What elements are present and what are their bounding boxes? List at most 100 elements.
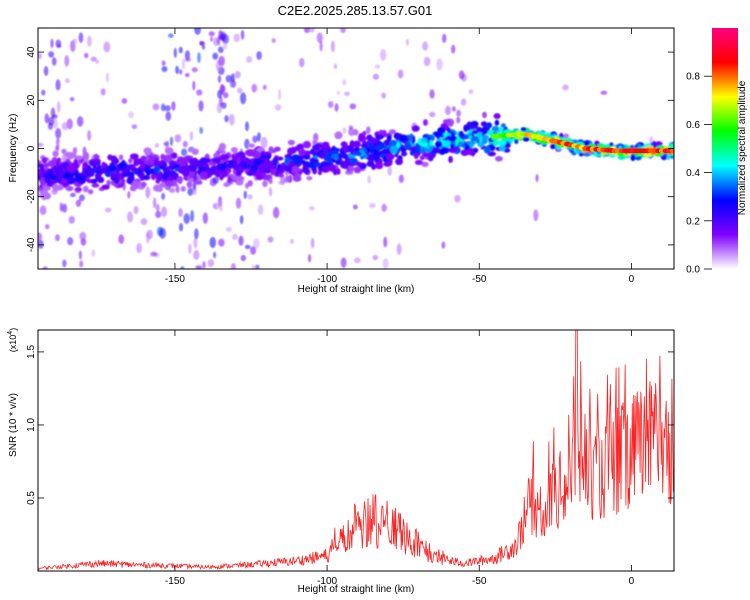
figure-title: C2E2.2025.285.13.57.G01 [278,3,433,18]
spectrogram-ridge-blob [583,140,591,147]
spectrogram-ridge-blob [400,151,408,157]
spectrogram-speckle [182,140,188,148]
spectrogram-ridge-blob [47,160,56,168]
spectrogram-speckle [48,116,55,126]
spectrogram-ridge-blob [106,179,111,187]
spectrogram-speckle [398,174,404,184]
spectrogram-speckle [222,92,229,99]
spectrogram-speckle [319,40,323,52]
spectrogram-ridge-blob [429,139,434,147]
spectrogram-speckle [38,142,44,147]
spectrogram-speckle [199,126,204,134]
spectrogram-ridge-blob [466,140,476,146]
snr-x-label: Height of straight line (km) [298,584,415,595]
spectrogram-ridge-blob [210,166,216,173]
spectrogram-ridge-blob [366,134,373,141]
spectrogram-speckle [308,206,315,211]
spectrogram-ridge-blob [65,185,74,192]
spectrogram-speckle [232,233,238,240]
spectrogram-speckle [230,73,236,83]
spectrogram-speckle [451,44,456,54]
spectrogram-ridge-blob [291,165,300,174]
spectrogram-speckle [55,79,61,91]
spectrogram-ridge-blob [654,141,663,147]
spectrogram-speckle [372,73,379,80]
snr-x-ticks: -150 -100 -50 0 [165,330,635,587]
spectrogram-ridge-blob [497,140,507,146]
spectrogram-ridge-blob [216,163,223,171]
spectrogram-ridge-blob [464,144,470,150]
spectrogram-ridge-blob [470,120,479,127]
spectrogram-speckle [277,180,285,186]
spectrogram-speckle [367,175,371,184]
spectrogram-speckle [171,101,176,111]
spectrogram-ridge-blob [309,148,315,155]
y-tick-label: 0.5 [26,491,37,505]
spectrogram-speckle [56,101,61,114]
y-tick-label: -40 [26,237,37,252]
spectrogram-ridge-blob [520,127,527,132]
spectrogram-ridge-blob [55,160,60,167]
spectrogram-speckle [152,103,160,111]
spectrogram-speckle [100,88,106,96]
y-tick-label: 0 [26,145,37,151]
spectrogram-ridge-blob [353,166,362,174]
spectrogram-speckle [44,113,50,124]
spectrogram-ridge-blob [189,177,194,183]
spectrogram-ridge-blob [422,119,428,126]
spectrogram-ridge-blob [321,141,330,149]
spectrogram-ridge-blob [94,172,102,180]
spectrogram-ridge-blob [86,167,95,175]
spectrogram-ridge-blob [162,167,168,174]
spectrogram-ridge-blob [287,147,294,156]
spectrogram-speckle [95,59,100,64]
spectrogram-speckle [458,70,465,80]
spectrogram-speckle [64,55,70,67]
snr-y-ticks: 0.5 1.0 1.5 [26,345,674,505]
spectrogram-ridge-blob [73,155,82,160]
spectrogram-ridge-blob [317,170,322,176]
spectrogram-speckle [333,63,338,69]
spectrogram-speckle [55,39,62,48]
spectrogram-x-label: Height of straight line (km) [298,284,415,295]
spectrogram-speckle [218,55,225,67]
spectrogram-speckle [193,249,200,260]
spectrogram-ridge-blob [449,143,455,150]
spectrogram-speckle [127,190,131,199]
spectrogram-speckle [184,73,190,78]
spectrogram-speckle [381,203,387,212]
spectrogram-speckle [173,47,177,59]
spectrogram-speckle [340,28,346,34]
snr-frame [37,329,675,572]
spectrogram-speckle [460,98,467,106]
spectrogram-speckle [381,92,387,99]
spectrogram-ridge-blob [38,163,45,169]
spectrogram-speckle [38,232,43,242]
spectrogram-ridge-blob [411,125,420,132]
spectrogram-ridge-blob [366,161,375,167]
spectrogram-ridge-blob [487,151,497,157]
spectrogram-speckle [250,246,257,255]
spectrogram-ridge-blob [141,181,147,188]
spectrogram-speckle [257,204,264,215]
spectrogram-speckle [155,211,162,218]
spectrogram-ridge-blob [112,157,120,164]
spectrogram-speckle [334,103,339,112]
spectrogram-speckle [128,111,134,119]
spectrogram-speckle [240,92,247,105]
spectrogram-speckle [87,35,92,47]
spectrogram-speckle [69,97,75,102]
snr-y-label: SNR (10 * v/v) [8,393,19,457]
spectrogram-ridge-blob [467,134,473,140]
spectrogram-panel: -150 -100 -50 0 -40 -20 0 20 40 Height of strai… [8,27,675,295]
spectrogram-speckle [330,40,335,53]
spectrogram-scatter [38,28,674,269]
spectrogram-speckle [50,38,54,49]
spectrogram-ridge-blob [101,161,106,170]
spectrogram-ridge-blob [101,184,110,190]
spectrogram-ridge-blob [236,157,241,165]
spectrogram-speckle [161,60,166,66]
spectrogram-ridge-blob [456,116,461,124]
spectrogram-speckle [372,254,379,261]
spectrogram-speckle [244,138,250,150]
